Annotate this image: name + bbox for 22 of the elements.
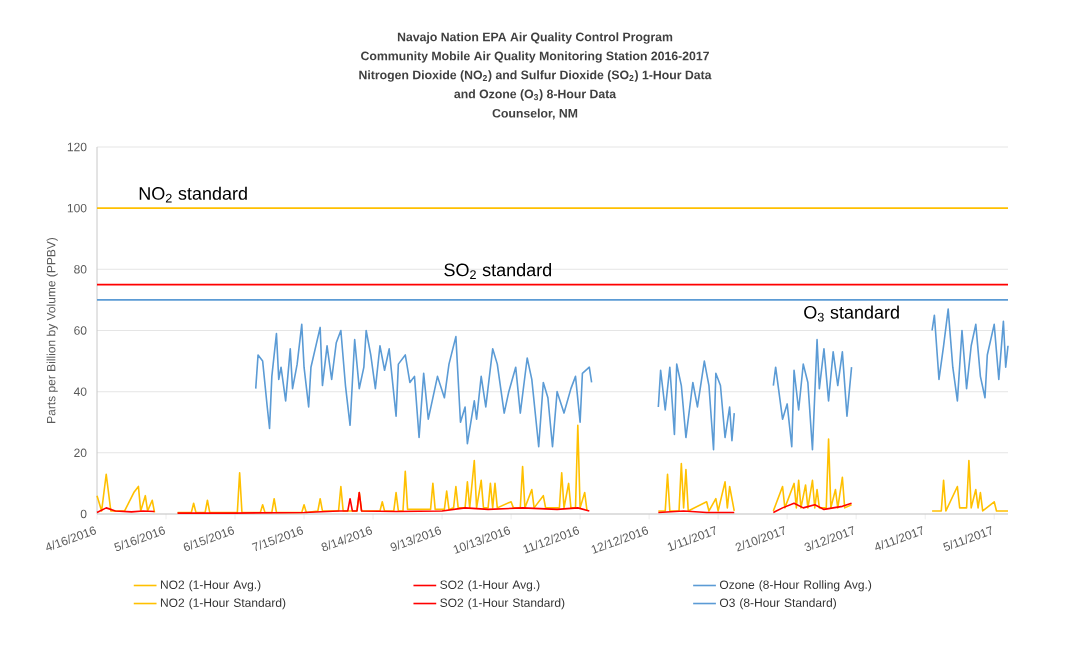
text: and Ozone (O$_{3}$) 8-Hour Data	[454, 89, 617, 101]
y-tick-label: 80	[74, 265, 87, 274]
y-tick-label: 120	[67, 142, 87, 152]
legend-label: NO2 (1-Hour Standard)	[160, 598, 286, 610]
legend-label: Ozone (8-Hour Rolling Avg.)	[719, 580, 872, 592]
y-tick-label: 0	[80, 509, 87, 519]
legend-label: SO2 (1-Hour Avg.)	[440, 580, 540, 592]
y-tick-label: 40	[73, 387, 87, 396]
text: Nitrogen Dioxide (NO$_{2}$) and Sulfur Dioxide (SO$_{2}$) 1-Hour Data	[359, 70, 712, 82]
chart-title: Navajo Nation EPA Air Quality Control Program	[397, 32, 673, 44]
text: Counselor, NM	[492, 108, 578, 120]
y-tick-label: 20	[74, 448, 87, 458]
legend-label: O3 (8-Hour Standard)	[719, 598, 836, 610]
chart-subtitle: Community Mobile Air Quality Monitoring Station 2016-2017	[361, 51, 709, 63]
y-tick-label: 100	[67, 203, 87, 213]
y-axis-title: Parts per Billion by Volume (PPBV)	[46, 237, 58, 423]
legend-label: SO2 (1-Hour Standard)	[440, 598, 565, 610]
legend-label: NO2 (1-Hour Avg.)	[160, 580, 261, 592]
annotation: SO$_{2}$ standard	[444, 263, 552, 280]
annotation: NO$_{2}$ standard	[139, 186, 247, 203]
y-tick-label: 60	[74, 326, 87, 335]
annotation: O$_{3}$ standard	[804, 305, 899, 322]
